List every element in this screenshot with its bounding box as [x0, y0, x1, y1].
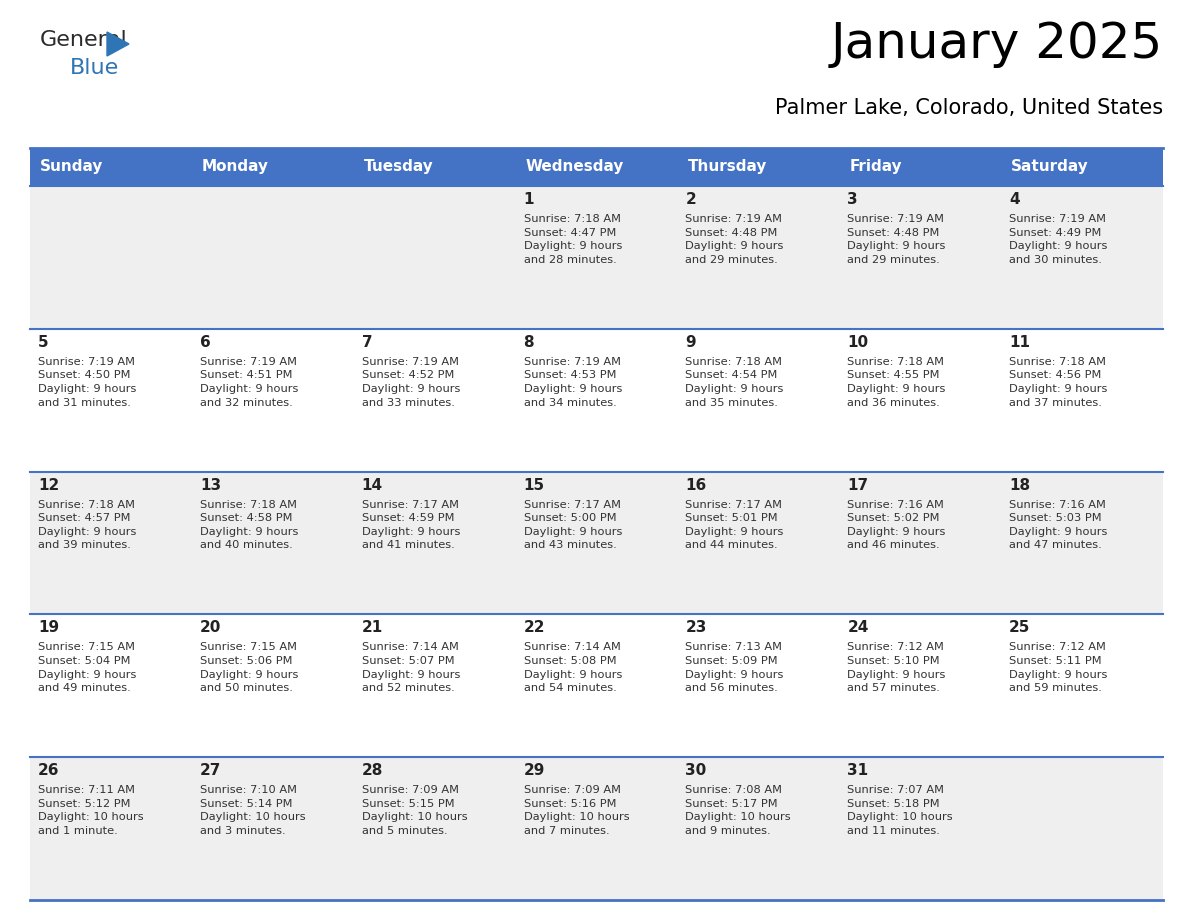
Polygon shape [107, 32, 129, 56]
Bar [30, 329, 1163, 472]
Text: Blue: Blue [70, 58, 119, 78]
Text: 26: 26 [38, 763, 59, 778]
Text: Wednesday: Wednesday [525, 160, 624, 174]
Text: Sunrise: 7:13 AM
Sunset: 5:09 PM
Daylight: 9 hours
and 56 minutes.: Sunrise: 7:13 AM Sunset: 5:09 PM Dayligh… [685, 643, 784, 693]
Text: 19: 19 [38, 621, 59, 635]
Text: 5: 5 [38, 335, 49, 350]
Text: Palmer Lake, Colorado, United States: Palmer Lake, Colorado, United States [775, 98, 1163, 118]
Text: 21: 21 [361, 621, 383, 635]
Text: 4: 4 [1009, 192, 1019, 207]
Text: Sunrise: 7:08 AM
Sunset: 5:17 PM
Daylight: 10 hours
and 9 minutes.: Sunrise: 7:08 AM Sunset: 5:17 PM Dayligh… [685, 785, 791, 836]
Text: 15: 15 [524, 477, 544, 493]
Bar [1001, 148, 1163, 186]
Text: General: General [40, 30, 128, 50]
Text: Tuesday: Tuesday [364, 160, 434, 174]
Text: Friday: Friday [849, 160, 902, 174]
Text: Sunrise: 7:17 AM
Sunset: 4:59 PM
Daylight: 9 hours
and 41 minutes.: Sunrise: 7:17 AM Sunset: 4:59 PM Dayligh… [361, 499, 460, 551]
Bar [191, 148, 354, 186]
Bar [30, 186, 1163, 329]
Text: Sunrise: 7:18 AM
Sunset: 4:54 PM
Daylight: 9 hours
and 35 minutes.: Sunrise: 7:18 AM Sunset: 4:54 PM Dayligh… [685, 357, 784, 408]
Text: Sunday: Sunday [40, 160, 103, 174]
Bar [516, 148, 677, 186]
Text: Sunrise: 7:10 AM
Sunset: 5:14 PM
Daylight: 10 hours
and 3 minutes.: Sunrise: 7:10 AM Sunset: 5:14 PM Dayligh… [200, 785, 305, 836]
Text: 12: 12 [38, 477, 59, 493]
Text: Sunrise: 7:19 AM
Sunset: 4:49 PM
Daylight: 9 hours
and 30 minutes.: Sunrise: 7:19 AM Sunset: 4:49 PM Dayligh… [1009, 214, 1107, 264]
Text: Sunrise: 7:15 AM
Sunset: 5:06 PM
Daylight: 9 hours
and 50 minutes.: Sunrise: 7:15 AM Sunset: 5:06 PM Dayligh… [200, 643, 298, 693]
Text: Sunrise: 7:12 AM
Sunset: 5:11 PM
Daylight: 9 hours
and 59 minutes.: Sunrise: 7:12 AM Sunset: 5:11 PM Dayligh… [1009, 643, 1107, 693]
Text: 18: 18 [1009, 477, 1030, 493]
Text: 27: 27 [200, 763, 221, 778]
Text: Sunrise: 7:19 AM
Sunset: 4:51 PM
Daylight: 9 hours
and 32 minutes.: Sunrise: 7:19 AM Sunset: 4:51 PM Dayligh… [200, 357, 298, 408]
Text: Sunrise: 7:14 AM
Sunset: 5:08 PM
Daylight: 9 hours
and 54 minutes.: Sunrise: 7:14 AM Sunset: 5:08 PM Dayligh… [524, 643, 623, 693]
Text: 10: 10 [847, 335, 868, 350]
Text: 1: 1 [524, 192, 535, 207]
Text: 28: 28 [361, 763, 383, 778]
Text: Sunrise: 7:16 AM
Sunset: 5:03 PM
Daylight: 9 hours
and 47 minutes.: Sunrise: 7:16 AM Sunset: 5:03 PM Dayligh… [1009, 499, 1107, 551]
Text: Sunrise: 7:19 AM
Sunset: 4:48 PM
Daylight: 9 hours
and 29 minutes.: Sunrise: 7:19 AM Sunset: 4:48 PM Dayligh… [685, 214, 784, 264]
Text: 6: 6 [200, 335, 210, 350]
Text: Sunrise: 7:07 AM
Sunset: 5:18 PM
Daylight: 10 hours
and 11 minutes.: Sunrise: 7:07 AM Sunset: 5:18 PM Dayligh… [847, 785, 953, 836]
Text: Sunrise: 7:18 AM
Sunset: 4:56 PM
Daylight: 9 hours
and 37 minutes.: Sunrise: 7:18 AM Sunset: 4:56 PM Dayligh… [1009, 357, 1107, 408]
Text: Sunrise: 7:18 AM
Sunset: 4:55 PM
Daylight: 9 hours
and 36 minutes.: Sunrise: 7:18 AM Sunset: 4:55 PM Dayligh… [847, 357, 946, 408]
Text: 31: 31 [847, 763, 868, 778]
Text: Sunrise: 7:09 AM
Sunset: 5:16 PM
Daylight: 10 hours
and 7 minutes.: Sunrise: 7:09 AM Sunset: 5:16 PM Dayligh… [524, 785, 630, 836]
Bar [30, 472, 1163, 614]
Text: 9: 9 [685, 335, 696, 350]
Text: Sunrise: 7:19 AM
Sunset: 4:48 PM
Daylight: 9 hours
and 29 minutes.: Sunrise: 7:19 AM Sunset: 4:48 PM Dayligh… [847, 214, 946, 264]
Text: Sunrise: 7:19 AM
Sunset: 4:52 PM
Daylight: 9 hours
and 33 minutes.: Sunrise: 7:19 AM Sunset: 4:52 PM Dayligh… [361, 357, 460, 408]
Bar [30, 757, 1163, 900]
Text: 7: 7 [361, 335, 372, 350]
Bar [354, 148, 516, 186]
Text: 17: 17 [847, 477, 868, 493]
Text: Monday: Monday [202, 160, 268, 174]
Text: Sunrise: 7:15 AM
Sunset: 5:04 PM
Daylight: 9 hours
and 49 minutes.: Sunrise: 7:15 AM Sunset: 5:04 PM Dayligh… [38, 643, 137, 693]
Text: 24: 24 [847, 621, 868, 635]
Text: Sunrise: 7:11 AM
Sunset: 5:12 PM
Daylight: 10 hours
and 1 minute.: Sunrise: 7:11 AM Sunset: 5:12 PM Dayligh… [38, 785, 144, 836]
Text: Sunrise: 7:17 AM
Sunset: 5:01 PM
Daylight: 9 hours
and 44 minutes.: Sunrise: 7:17 AM Sunset: 5:01 PM Dayligh… [685, 499, 784, 551]
Text: 2: 2 [685, 192, 696, 207]
Text: Sunrise: 7:09 AM
Sunset: 5:15 PM
Daylight: 10 hours
and 5 minutes.: Sunrise: 7:09 AM Sunset: 5:15 PM Dayligh… [361, 785, 467, 836]
Text: 20: 20 [200, 621, 221, 635]
Text: 25: 25 [1009, 621, 1030, 635]
Text: Sunrise: 7:17 AM
Sunset: 5:00 PM
Daylight: 9 hours
and 43 minutes.: Sunrise: 7:17 AM Sunset: 5:00 PM Dayligh… [524, 499, 623, 551]
Text: 14: 14 [361, 477, 383, 493]
Text: 8: 8 [524, 335, 535, 350]
Text: Saturday: Saturday [1011, 160, 1089, 174]
Text: 22: 22 [524, 621, 545, 635]
Text: January 2025: January 2025 [830, 20, 1163, 68]
Text: Thursday: Thursday [688, 160, 766, 174]
Bar [30, 148, 191, 186]
Text: 3: 3 [847, 192, 858, 207]
Text: Sunrise: 7:18 AM
Sunset: 4:47 PM
Daylight: 9 hours
and 28 minutes.: Sunrise: 7:18 AM Sunset: 4:47 PM Dayligh… [524, 214, 623, 264]
Text: Sunrise: 7:19 AM
Sunset: 4:50 PM
Daylight: 9 hours
and 31 minutes.: Sunrise: 7:19 AM Sunset: 4:50 PM Dayligh… [38, 357, 137, 408]
Bar [839, 148, 1001, 186]
Text: Sunrise: 7:18 AM
Sunset: 4:58 PM
Daylight: 9 hours
and 40 minutes.: Sunrise: 7:18 AM Sunset: 4:58 PM Dayligh… [200, 499, 298, 551]
Text: 13: 13 [200, 477, 221, 493]
Text: Sunrise: 7:14 AM
Sunset: 5:07 PM
Daylight: 9 hours
and 52 minutes.: Sunrise: 7:14 AM Sunset: 5:07 PM Dayligh… [361, 643, 460, 693]
Text: 29: 29 [524, 763, 545, 778]
Text: Sunrise: 7:16 AM
Sunset: 5:02 PM
Daylight: 9 hours
and 46 minutes.: Sunrise: 7:16 AM Sunset: 5:02 PM Dayligh… [847, 499, 946, 551]
Text: 11: 11 [1009, 335, 1030, 350]
Text: 16: 16 [685, 477, 707, 493]
Text: Sunrise: 7:12 AM
Sunset: 5:10 PM
Daylight: 9 hours
and 57 minutes.: Sunrise: 7:12 AM Sunset: 5:10 PM Dayligh… [847, 643, 946, 693]
Bar [30, 614, 1163, 757]
Text: Sunrise: 7:18 AM
Sunset: 4:57 PM
Daylight: 9 hours
and 39 minutes.: Sunrise: 7:18 AM Sunset: 4:57 PM Dayligh… [38, 499, 137, 551]
Text: 23: 23 [685, 621, 707, 635]
Text: Sunrise: 7:19 AM
Sunset: 4:53 PM
Daylight: 9 hours
and 34 minutes.: Sunrise: 7:19 AM Sunset: 4:53 PM Dayligh… [524, 357, 623, 408]
Bar [677, 148, 839, 186]
Text: 30: 30 [685, 763, 707, 778]
